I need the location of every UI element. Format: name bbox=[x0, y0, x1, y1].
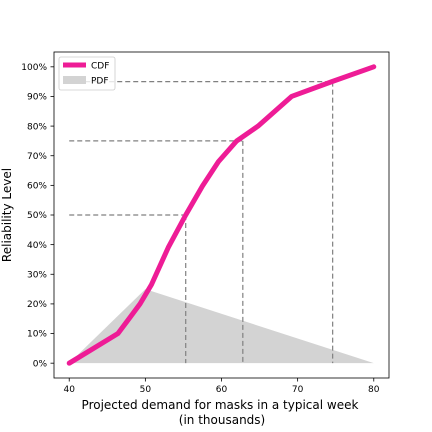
x-axis-ticks: 40 50 60 70 80 bbox=[64, 378, 380, 395]
y-tick-label: 100% bbox=[21, 63, 47, 73]
legend-cdf-label: CDF bbox=[91, 62, 109, 72]
pdf-area bbox=[69, 289, 374, 363]
x-tick-label: 80 bbox=[368, 385, 380, 395]
x-tick-label: 50 bbox=[140, 385, 152, 395]
y-tick-label: 90% bbox=[27, 93, 47, 103]
legend: CDF PDF bbox=[59, 57, 115, 90]
y-tick-label: 30% bbox=[27, 270, 47, 280]
x-axis-label-unit: (in thousands) bbox=[179, 413, 265, 427]
y-tick-label: 40% bbox=[27, 241, 47, 251]
y-axis-ticks: 0% 10% 20% 30% 40% 50% 60% 70% 80% 90% 100% bbox=[21, 63, 54, 369]
legend-pdf-swatch bbox=[63, 76, 86, 84]
y-tick-label: 10% bbox=[27, 330, 47, 340]
y-tick-label: 70% bbox=[27, 152, 47, 162]
pdf-area-layer bbox=[69, 289, 374, 363]
legend-pdf-label: PDF bbox=[91, 77, 109, 87]
x-tick-label: 60 bbox=[216, 385, 228, 395]
x-axis-label: Projected demand for masks in a typical … bbox=[82, 398, 359, 412]
x-tick-label: 70 bbox=[292, 385, 304, 395]
y-tick-label: 80% bbox=[27, 122, 47, 132]
y-axis-label: Reliability Level bbox=[0, 168, 14, 262]
x-tick-label: 40 bbox=[64, 385, 76, 395]
y-tick-label: 0% bbox=[33, 359, 48, 369]
y-tick-label: 20% bbox=[27, 300, 47, 310]
y-tick-label: 60% bbox=[27, 182, 47, 192]
y-tick-label: 50% bbox=[27, 211, 47, 221]
